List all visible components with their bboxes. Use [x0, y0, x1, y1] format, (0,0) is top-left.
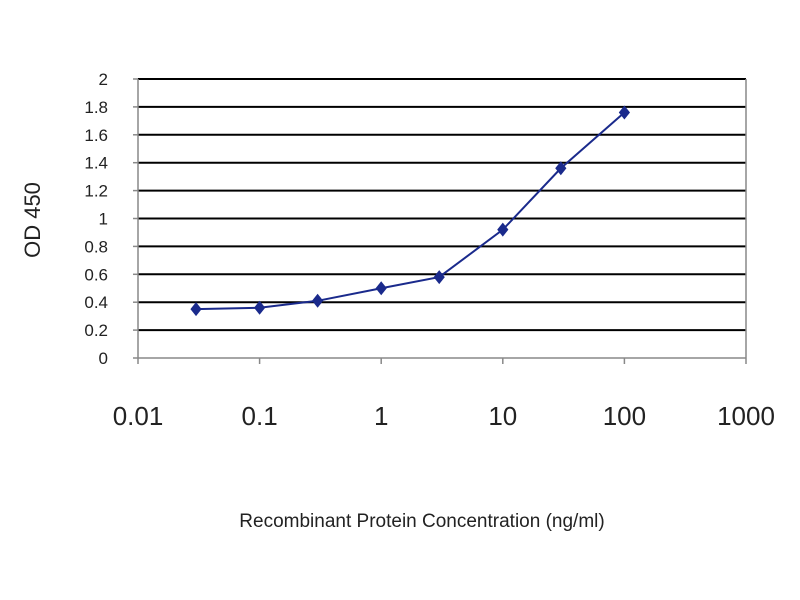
x-tick-label-2: 1 — [374, 401, 388, 431]
y-tick-labels: 0 0.2 0.4 0.6 0.8 1 1.2 1.4 1.6 1.8 2 — [84, 70, 108, 368]
x-tick-label-0: 0.01 — [113, 401, 164, 431]
data-point-3 — [375, 281, 387, 296]
data-point-6 — [555, 161, 567, 176]
y-tick-label-4: 0.8 — [84, 237, 108, 256]
data-point-1 — [254, 300, 266, 315]
y-tick-label-5: 1 — [99, 210, 108, 229]
y-tick-label-0: 0 — [99, 349, 108, 368]
y-tick-label-8: 1.6 — [84, 126, 108, 145]
y-tick-label-10: 2 — [99, 70, 108, 89]
data-point-7 — [618, 105, 630, 120]
plot-frame — [133, 78, 747, 364]
data-point-2 — [312, 293, 324, 308]
x-tick-label-5: 1000 — [717, 401, 775, 431]
data-point-5 — [497, 222, 509, 237]
y-axis-title: OD 450 — [20, 182, 45, 258]
y-tick-label-1: 0.2 — [84, 321, 108, 340]
x-tick-label-1: 0.1 — [242, 401, 278, 431]
x-tick-labels: 0.01 0.1 1 10 100 1000 — [113, 401, 775, 431]
data-point-0 — [190, 302, 202, 317]
y-tick-label-2: 0.4 — [84, 293, 108, 312]
y-tick-label-9: 1.8 — [84, 98, 108, 117]
data-point-4 — [433, 270, 445, 285]
x-tick-label-4: 100 — [603, 401, 646, 431]
series — [190, 105, 630, 317]
y-tick-label-7: 1.4 — [84, 154, 108, 173]
grid — [138, 78, 746, 332]
series-line-0 — [195, 111, 626, 311]
y-tick-label-6: 1.2 — [84, 182, 108, 201]
x-axis-title: Recombinant Protein Concentration (ng/ml… — [239, 511, 604, 532]
y-tick-label-3: 0.6 — [84, 265, 108, 284]
x-tick-label-3: 10 — [488, 401, 517, 431]
